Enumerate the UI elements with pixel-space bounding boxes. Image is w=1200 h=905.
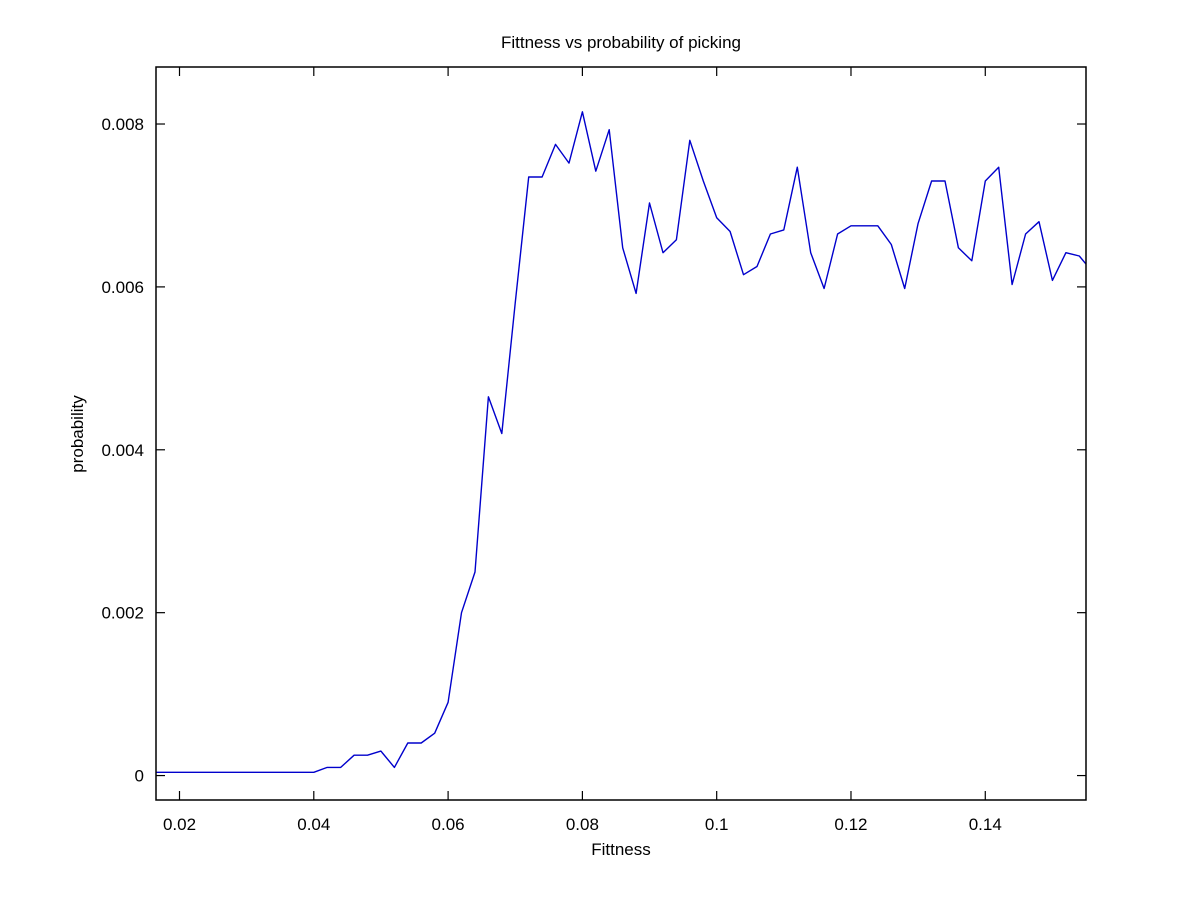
tick-marks xyxy=(156,67,1086,800)
tick-labels: 0.02 0.04 0.06 0.08 0.1 0.12 0.14 0 0.002 0.004 0.… xyxy=(101,115,1001,834)
plot-frame xyxy=(155,66,1087,801)
x-tick-label: 0.02 xyxy=(163,815,196,834)
y-tick-label: 0.002 xyxy=(101,604,144,623)
y-tick-label: 0.004 xyxy=(101,441,144,460)
y-tick-label: 0.008 xyxy=(101,115,144,134)
chart-title: Fittness vs probability of picking xyxy=(501,33,741,52)
x-tick-label: 0.1 xyxy=(705,815,729,834)
series-line xyxy=(156,111,1087,773)
x-tick-label: 0.14 xyxy=(969,815,1002,834)
x-tick-label: 0.06 xyxy=(432,815,465,834)
y-tick-label: 0.006 xyxy=(101,278,144,297)
y-axis-label: probability xyxy=(68,395,87,473)
x-tick-label: 0.12 xyxy=(834,815,867,834)
x-tick-label: 0.04 xyxy=(297,815,330,834)
series-layer xyxy=(156,111,1087,773)
x-axis-label: Fittness xyxy=(591,840,651,859)
y-tick-label: 0 xyxy=(135,767,144,786)
x-tick-label: 0.08 xyxy=(566,815,599,834)
